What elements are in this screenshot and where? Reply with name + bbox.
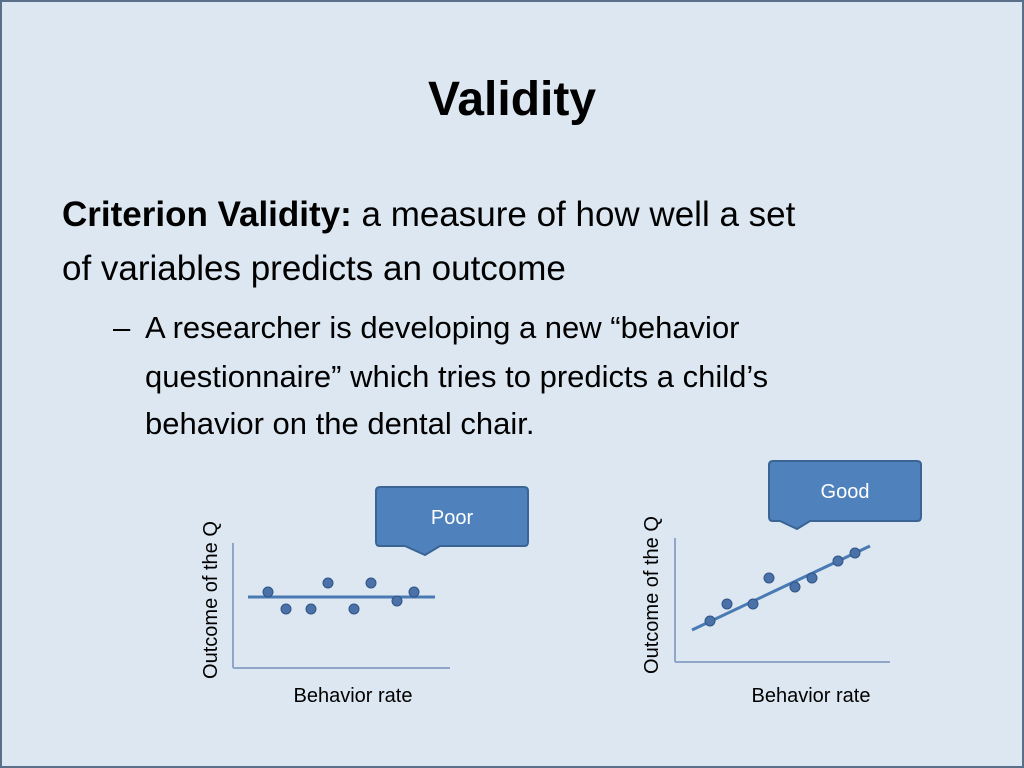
term: Criterion Validity: — [62, 195, 352, 234]
slide-title: Validity — [428, 73, 596, 126]
callout — [768, 460, 922, 531]
points — [262, 577, 420, 615]
point — [262, 586, 274, 598]
bullet-line: A researcher is developing a new “behavi… — [145, 310, 740, 345]
y-axis-label: Outcome of the Q — [641, 516, 663, 674]
point — [348, 603, 360, 615]
callout-text: Good — [821, 481, 870, 503]
plot-good — [674, 538, 890, 663]
x-axis-label: Behavior rate — [752, 685, 871, 707]
bullet-marker: – — [113, 310, 131, 345]
point — [806, 572, 818, 584]
point — [789, 581, 801, 593]
x-axis-label: Behavior rate — [294, 685, 413, 707]
point — [704, 615, 716, 627]
point — [832, 555, 844, 567]
body-line: Criterion Validity: a measure of how wel… — [62, 195, 796, 234]
y-axis-label: Outcome of the Q — [200, 521, 222, 679]
definition: a measure of how well a set — [352, 195, 796, 234]
point — [322, 577, 334, 589]
callout-text: Poor — [431, 507, 474, 529]
point — [849, 547, 861, 559]
bullet-line: behavior on the dental chair. — [145, 406, 535, 441]
bullet-line: questionnaire” which tries to predicts a… — [145, 359, 768, 394]
point — [280, 603, 292, 615]
point — [408, 586, 420, 598]
definition: of variables predicts an outcome — [62, 249, 566, 288]
callout — [375, 486, 529, 557]
point — [747, 598, 759, 610]
points — [704, 547, 861, 627]
plot-poor — [232, 543, 450, 669]
point — [763, 572, 775, 584]
point — [391, 595, 403, 607]
point — [721, 598, 733, 610]
point — [365, 577, 377, 589]
point — [305, 603, 317, 615]
